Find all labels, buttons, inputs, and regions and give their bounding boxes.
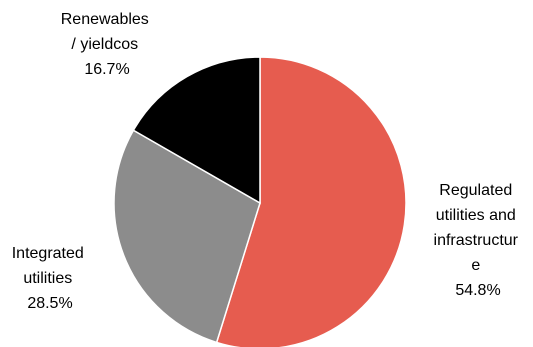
slice-label-regulated: Regulated utilities and infrastructur e … bbox=[434, 182, 523, 299]
pie-slice-integrated bbox=[113, 129, 261, 344]
pie-slice-renewables bbox=[132, 56, 261, 205]
slice-label-renewables: Renewables / yieldcos 16.7% bbox=[61, 11, 154, 78]
pie-slices bbox=[113, 56, 407, 347]
slice-label-integrated: Integrated utilities 28.5% bbox=[12, 245, 89, 312]
